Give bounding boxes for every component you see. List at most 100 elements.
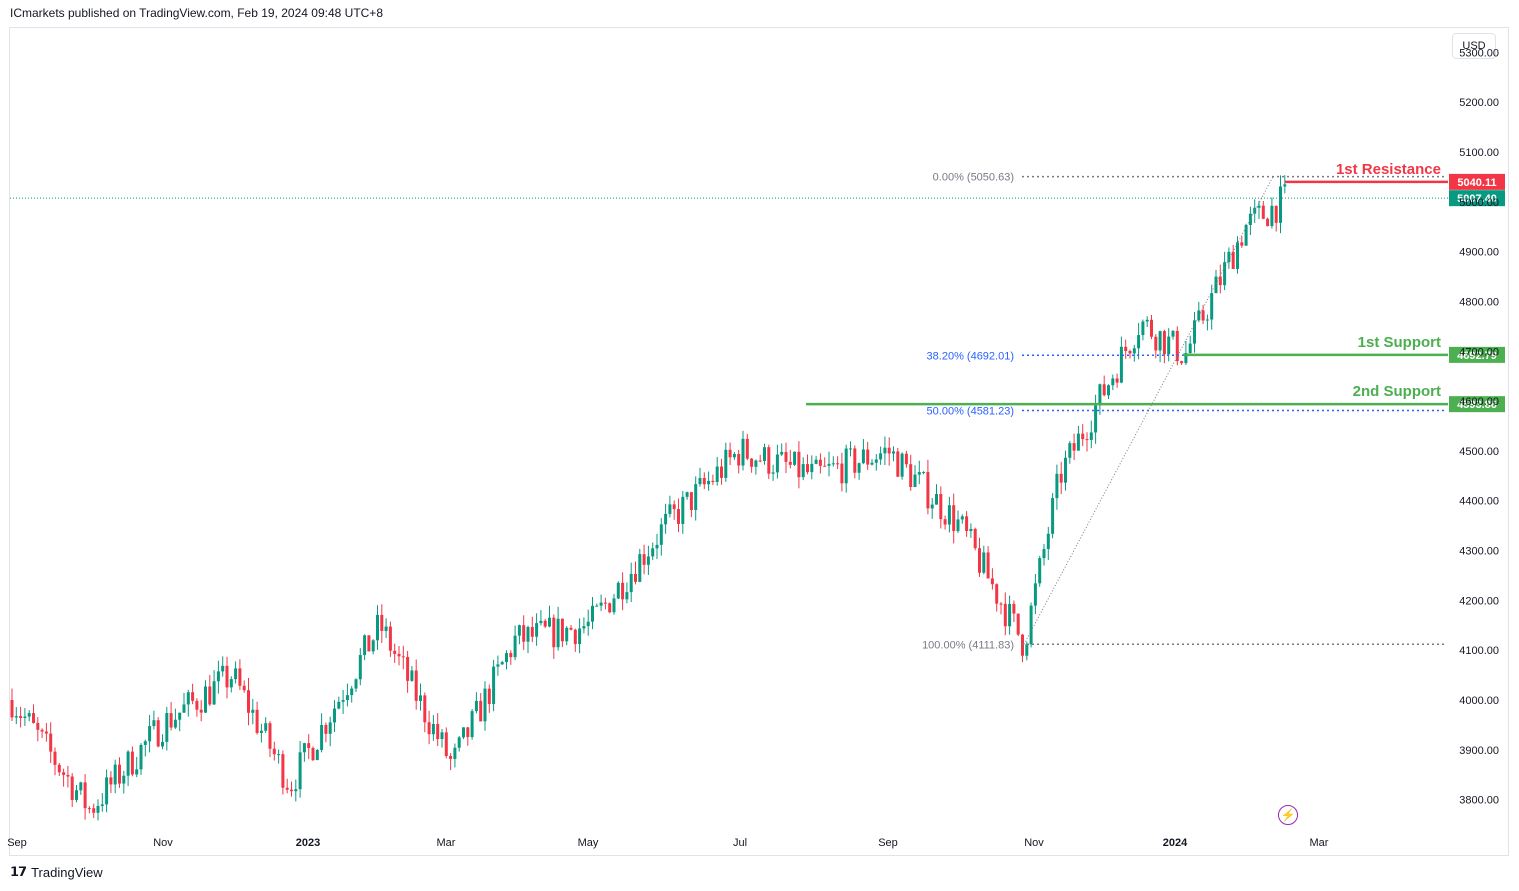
candle-body [109, 777, 113, 785]
candle [1227, 247, 1231, 269]
last-price-tag [1449, 190, 1505, 207]
candle-body [406, 656, 410, 681]
candle-body [242, 685, 246, 691]
level-price-text: 4692.79 [1457, 350, 1497, 362]
candle [995, 583, 999, 612]
level-price-tag [1449, 173, 1505, 190]
candle [1162, 329, 1166, 364]
candle [608, 602, 612, 614]
lightning-icon[interactable]: ⚡ [1278, 805, 1298, 825]
candle-body [965, 516, 969, 531]
candle [922, 471, 926, 475]
support-resistance-levels: 1st Resistance 5040.11 1st Support 4692.79 2… [806, 161, 1505, 413]
level-price-text: 5040.11 [1457, 177, 1496, 189]
candle [565, 626, 569, 646]
candle-body [638, 554, 642, 582]
candle-body [1102, 384, 1106, 396]
candle-body [234, 668, 238, 680]
candle [436, 713, 440, 747]
candle-body [1008, 603, 1012, 627]
candle-body [1158, 331, 1162, 351]
candle [694, 476, 698, 521]
chart-frame [9, 27, 1509, 856]
candle-body [629, 573, 633, 593]
price-tick-label: 4800.00 [1459, 296, 1499, 308]
candle [419, 683, 422, 711]
candle [1137, 322, 1141, 360]
candle-body [904, 453, 908, 465]
candle-body [793, 451, 797, 465]
candle-body [268, 723, 272, 749]
candle-body [651, 548, 655, 557]
candle-body [427, 722, 431, 735]
candle [311, 746, 315, 762]
candle [462, 727, 465, 739]
candle [221, 656, 225, 677]
candle-body [853, 448, 857, 473]
candle [1012, 600, 1016, 622]
candle [771, 464, 775, 481]
candle-body [535, 623, 539, 637]
candle-body [1162, 331, 1166, 355]
candle [831, 456, 835, 467]
candle [715, 456, 719, 486]
candle [44, 722, 48, 742]
candle [535, 613, 539, 646]
candle [685, 491, 689, 500]
candle-body [517, 625, 521, 636]
candle-body [1218, 276, 1222, 286]
candle [118, 757, 121, 788]
candle-body [444, 732, 448, 756]
candle [978, 537, 981, 577]
candle-body [49, 733, 53, 752]
candle [376, 605, 379, 650]
candle-body [1059, 473, 1063, 483]
candle [358, 648, 362, 686]
candle [470, 708, 474, 740]
candle [586, 609, 590, 636]
candle-body [797, 451, 801, 478]
candle [1059, 461, 1063, 495]
currency-selector[interactable]: USD [1452, 33, 1496, 59]
time-tick-label: Mar [437, 837, 456, 849]
candle-body [874, 459, 878, 463]
candle [474, 692, 478, 714]
candle [870, 459, 874, 466]
candle [444, 727, 448, 759]
fib-level-label: 50.00% (4581.23) [927, 405, 1014, 417]
candle [264, 717, 268, 734]
candle-body [1137, 335, 1141, 349]
candle-body [724, 449, 728, 478]
candle [664, 503, 668, 534]
candle [324, 722, 328, 743]
candle [126, 750, 130, 786]
candle-body [1240, 242, 1244, 246]
candle [745, 433, 749, 461]
candle-body [358, 655, 362, 680]
candle-body [19, 716, 23, 719]
candle [750, 458, 754, 473]
candle [1167, 328, 1171, 362]
candle-body [492, 666, 496, 704]
price-tick-label: 5100.00 [1459, 147, 1499, 159]
candle [677, 498, 680, 533]
candle-body [1201, 310, 1205, 321]
time-tick-label: Sep [7, 837, 27, 849]
candle [853, 445, 857, 479]
candle-body [913, 474, 917, 487]
last-price-text: 5007.40 [1457, 193, 1497, 205]
candle-body [27, 713, 31, 717]
candle-body [66, 774, 70, 777]
candle [1180, 360, 1184, 366]
candle [917, 460, 921, 485]
candle [909, 454, 913, 491]
candle-body [621, 582, 625, 600]
price-tick-label: 4900.00 [1459, 247, 1499, 259]
candle [1098, 383, 1102, 415]
candle-body [698, 478, 702, 485]
candle-body [840, 463, 844, 484]
candle-body [341, 700, 345, 702]
candle [173, 708, 177, 730]
candle-body [788, 461, 792, 465]
